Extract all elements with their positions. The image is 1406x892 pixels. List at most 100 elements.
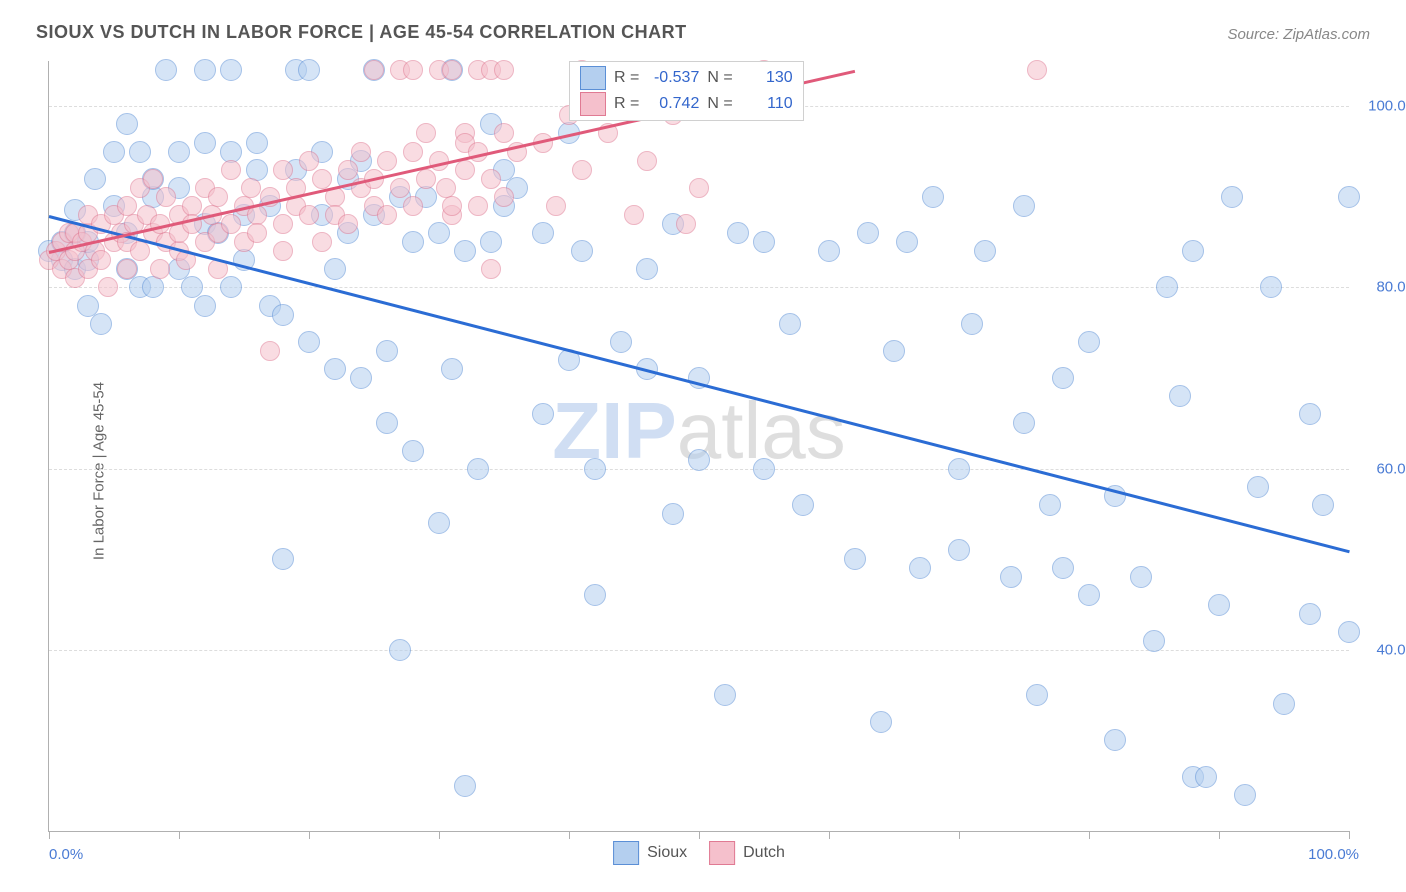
scatter-point-dutch [273, 214, 293, 234]
legend-bottom: SiouxDutch [613, 841, 785, 865]
scatter-point-dutch [156, 187, 176, 207]
scatter-point-dutch [208, 187, 228, 207]
scatter-point-sioux [532, 403, 554, 425]
scatter-point-sioux [454, 775, 476, 797]
scatter-point-dutch [130, 241, 150, 261]
scatter-point-sioux [1299, 403, 1321, 425]
scatter-point-dutch [637, 151, 657, 171]
scatter-point-sioux [688, 449, 710, 471]
x-tick [49, 831, 50, 839]
stat-n-dutch: 110 [741, 95, 793, 113]
scatter-point-dutch [494, 60, 514, 80]
y-tick-label: 80.0% [1359, 279, 1406, 296]
scatter-point-sioux [1260, 276, 1282, 298]
scatter-point-sioux [922, 186, 944, 208]
scatter-point-sioux [1299, 603, 1321, 625]
scatter-point-dutch [436, 178, 456, 198]
scatter-point-sioux [818, 240, 840, 262]
y-tick-label: 40.0% [1359, 641, 1406, 658]
scatter-point-sioux [480, 231, 502, 253]
scatter-point-dutch [494, 123, 514, 143]
scatter-point-dutch [299, 205, 319, 225]
scatter-point-sioux [1078, 584, 1100, 606]
y-tick-label: 60.0% [1359, 460, 1406, 477]
scatter-point-sioux [1026, 684, 1048, 706]
swatch-dutch [580, 92, 606, 116]
scatter-point-sioux [155, 59, 177, 81]
scatter-point-dutch [455, 160, 475, 180]
scatter-point-sioux [194, 132, 216, 154]
scatter-point-dutch [221, 160, 241, 180]
scatter-point-dutch [403, 196, 423, 216]
x-tick [569, 831, 570, 839]
scatter-point-sioux [1052, 557, 1074, 579]
scatter-point-dutch [481, 259, 501, 279]
scatter-point-dutch [299, 151, 319, 171]
scatter-point-sioux [1338, 186, 1360, 208]
scatter-point-dutch [416, 123, 436, 143]
scatter-point-sioux [1208, 594, 1230, 616]
scatter-point-sioux [324, 258, 346, 280]
scatter-point-dutch [241, 178, 261, 198]
watermark-part1: ZIP [552, 386, 676, 475]
chart-header: SIOUX VS DUTCH IN LABOR FORCE | AGE 45-5… [0, 0, 1406, 51]
scatter-point-dutch [390, 178, 410, 198]
scatter-point-sioux [428, 222, 450, 244]
scatter-point-sioux [402, 231, 424, 253]
x-tick [1349, 831, 1350, 839]
scatter-point-dutch [150, 259, 170, 279]
scatter-point-sioux [1221, 186, 1243, 208]
scatter-point-dutch [143, 169, 163, 189]
scatter-point-dutch [442, 196, 462, 216]
scatter-point-sioux [1013, 195, 1035, 217]
scatter-point-dutch [689, 178, 709, 198]
scatter-point-dutch [221, 214, 241, 234]
scatter-point-sioux [454, 240, 476, 262]
scatter-point-sioux [246, 132, 268, 154]
scatter-point-sioux [779, 313, 801, 335]
scatter-point-sioux [350, 367, 372, 389]
scatter-point-dutch [1027, 60, 1047, 80]
scatter-point-dutch [676, 214, 696, 234]
scatter-point-sioux [90, 313, 112, 335]
scatter-point-sioux [727, 222, 749, 244]
scatter-point-sioux [441, 358, 463, 380]
chart-area: In Labor Force | Age 45-54 ZIPatlas 40.0… [0, 51, 1406, 891]
scatter-point-sioux [1338, 621, 1360, 643]
scatter-point-sioux [272, 304, 294, 326]
scatter-point-dutch [338, 214, 358, 234]
scatter-point-sioux [753, 458, 775, 480]
scatter-point-dutch [117, 196, 137, 216]
scatter-point-sioux [961, 313, 983, 335]
scatter-point-sioux [298, 331, 320, 353]
scatter-point-sioux [376, 412, 398, 434]
scatter-point-dutch [247, 223, 267, 243]
scatter-point-dutch [468, 196, 488, 216]
scatter-point-dutch [572, 160, 592, 180]
scatter-point-sioux [389, 639, 411, 661]
scatter-point-sioux [1273, 693, 1295, 715]
scatter-point-dutch [403, 142, 423, 162]
scatter-point-dutch [481, 169, 501, 189]
stat-r-dutch: 0.742 [647, 95, 699, 113]
scatter-point-dutch [416, 169, 436, 189]
scatter-point-sioux [1143, 630, 1165, 652]
scatter-point-sioux [116, 113, 138, 135]
scatter-point-sioux [883, 340, 905, 362]
scatter-point-dutch [338, 160, 358, 180]
x-tick [179, 831, 180, 839]
scatter-point-sioux [870, 711, 892, 733]
scatter-point-sioux [896, 231, 918, 253]
scatter-point-dutch [273, 241, 293, 261]
x-min-label: 0.0% [49, 846, 83, 863]
scatter-point-dutch [624, 205, 644, 225]
scatter-point-dutch [494, 187, 514, 207]
scatter-point-sioux [1234, 784, 1256, 806]
x-tick [959, 831, 960, 839]
scatter-point-sioux [220, 59, 242, 81]
scatter-point-sioux [1052, 367, 1074, 389]
scatter-point-sioux [1130, 566, 1152, 588]
x-tick [699, 831, 700, 839]
scatter-point-sioux [948, 539, 970, 561]
scatter-plot: ZIPatlas 40.0%60.0%80.0%100.0%0.0%100.0%… [48, 61, 1349, 832]
